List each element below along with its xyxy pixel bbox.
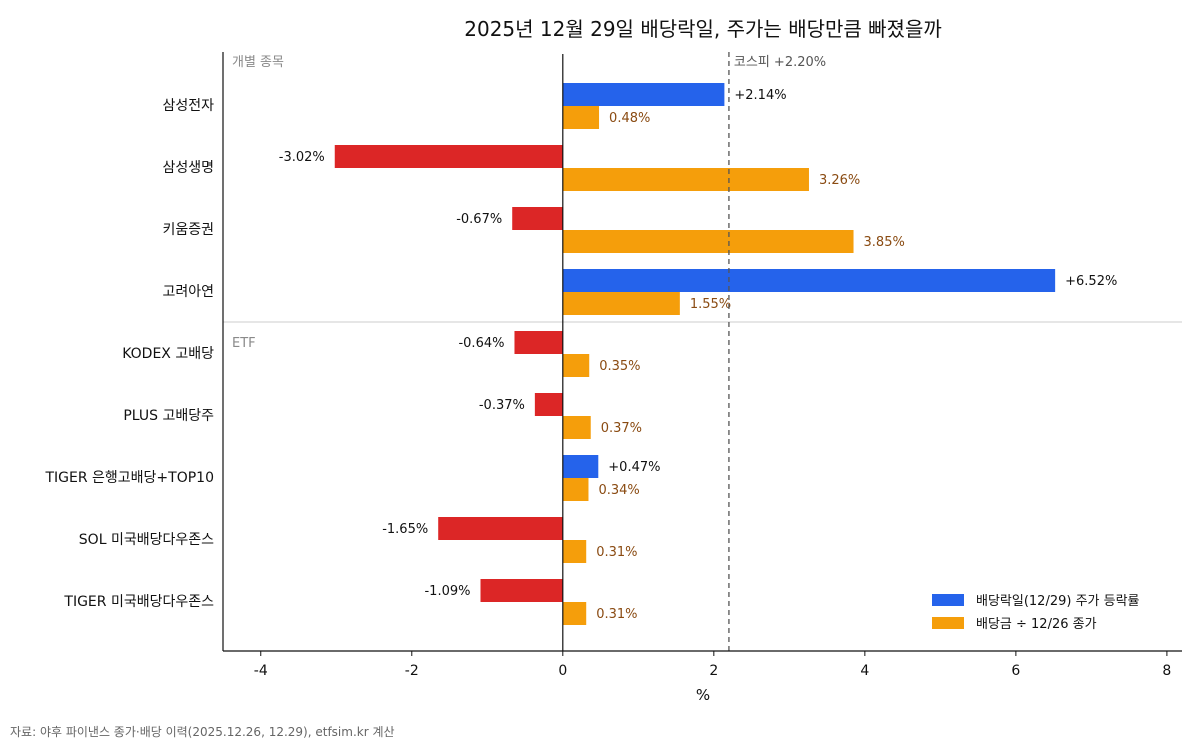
bar-dividend-ratio [562, 416, 591, 439]
bar-price-change [534, 393, 563, 416]
bar-dividend-ratio [562, 540, 587, 563]
data-label-price-change: -0.64% [458, 336, 504, 351]
chart-title: 2025년 12월 29일 배당락일, 주가는 배당만큼 빠졌을까 [464, 17, 942, 41]
data-label-price-change: +6.52% [1065, 274, 1117, 289]
bar-dividend-ratio [562, 478, 589, 501]
bar-dividend-ratio [562, 292, 680, 315]
bar-price-change [514, 331, 563, 354]
x-tick-label: 2 [709, 663, 718, 679]
bar-dividend-ratio [562, 230, 854, 253]
legend-label-dividend-ratio: 배당금 ÷ 12/26 종가 [976, 617, 1097, 632]
source-note: 자료: 야후 파이낸스 종가·배당 이력(2025.12.26, 12.29),… [10, 725, 395, 739]
x-axis-title: % [696, 686, 710, 704]
x-tick-label: -4 [254, 663, 268, 679]
x-tick-label: -2 [405, 663, 419, 679]
data-label-dividend-ratio: 3.26% [819, 173, 860, 188]
group-label: 개별 종목 [232, 55, 284, 70]
plot-area: 개별 종목 ETF 삼성전자 +2.14% 0.48% 삼성생명 -3.02% 3.26% 키움… [44, 52, 1182, 679]
category-label: KODEX 고배당 [122, 346, 214, 362]
data-label-price-change: -1.09% [424, 584, 470, 599]
data-label-price-change: -0.67% [456, 212, 502, 227]
category-label: PLUS 고배당주 [123, 408, 214, 424]
bar-dividend-ratio [562, 602, 587, 625]
x-tick-label: 6 [1011, 663, 1020, 679]
data-label-dividend-ratio: 0.48% [609, 111, 650, 126]
x-tick-label: 8 [1162, 663, 1171, 679]
bar-price-change [562, 83, 725, 106]
reference-line-label: 코스피 +2.20% [734, 55, 826, 70]
bar-price-change [562, 269, 1056, 292]
data-label-price-change: -3.02% [279, 150, 325, 165]
legend-swatch-price-change [932, 594, 964, 606]
bar-price-change [480, 579, 563, 602]
x-tick-label: 0 [558, 663, 567, 679]
category-label: SOL 미국배당다우존스 [79, 532, 214, 548]
group-label: ETF [232, 336, 256, 351]
bar-price-change [438, 517, 563, 540]
category-label: 삼성생명 [162, 160, 214, 176]
data-label-dividend-ratio: 0.35% [599, 359, 640, 374]
data-label-dividend-ratio: 3.85% [864, 235, 905, 250]
data-label-dividend-ratio: 0.37% [601, 421, 642, 436]
category-label: 고려아연 [162, 284, 214, 300]
bar-dividend-ratio [562, 354, 590, 377]
bar-dividend-ratio [562, 106, 600, 129]
data-label-price-change: -0.37% [479, 398, 525, 413]
data-label-price-change: -1.65% [382, 522, 428, 537]
bar-dividend-ratio [562, 168, 809, 191]
category-label: TIGER 미국배당다우존스 [63, 594, 214, 610]
data-label-dividend-ratio: 0.34% [598, 483, 639, 498]
category-label: 삼성전자 [162, 98, 214, 114]
bar-price-change [334, 145, 563, 168]
legend-swatch-dividend-ratio [932, 617, 964, 629]
bar-price-change [562, 455, 599, 478]
category-label: 키움증권 [162, 222, 214, 238]
legend-label-price-change: 배당락일(12/29) 주가 등락률 [976, 594, 1140, 609]
x-tick-label: 4 [860, 663, 869, 679]
data-label-dividend-ratio: 0.31% [596, 607, 637, 622]
category-label: TIGER 은행고배당+TOP10 [44, 470, 214, 486]
bar-price-change [512, 207, 563, 230]
data-label-dividend-ratio: 1.55% [690, 297, 731, 312]
data-label-price-change: +0.47% [608, 460, 660, 475]
data-label-price-change: +2.14% [734, 88, 786, 103]
data-label-dividend-ratio: 0.31% [596, 545, 637, 560]
